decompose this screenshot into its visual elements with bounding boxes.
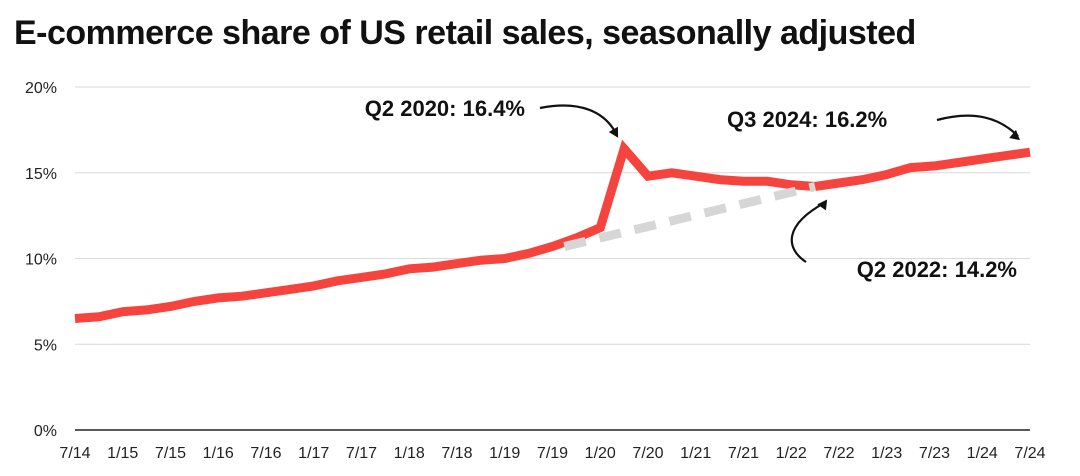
annotation-label: Q2 2022: 14.2% xyxy=(857,257,1017,282)
x-tick-label: 7/19 xyxy=(537,445,568,462)
x-tick-label: 7/18 xyxy=(441,445,472,462)
annotation-arrowhead xyxy=(1009,129,1020,141)
x-tick-label: 7/23 xyxy=(919,445,950,462)
x-tick-label: 7/16 xyxy=(250,445,281,462)
annotation-arrow xyxy=(936,114,1019,137)
x-tick-label: 1/16 xyxy=(203,445,234,462)
x-tick-label: 1/21 xyxy=(680,445,711,462)
y-tick-label: 10% xyxy=(25,252,57,269)
x-tick-label: 1/17 xyxy=(298,445,329,462)
chart-title: E-commerce share of US retail sales, sea… xyxy=(14,14,916,52)
x-tick-label: 7/20 xyxy=(632,445,663,462)
series-line xyxy=(74,139,1031,323)
annotation-arrow xyxy=(790,201,826,263)
y-tick-label: 15% xyxy=(25,166,57,183)
x-tick-label: 1/18 xyxy=(394,445,425,462)
x-tick-label: 1/22 xyxy=(776,445,807,462)
x-tick-label: 1/23 xyxy=(871,445,902,462)
trend-line xyxy=(563,182,817,251)
x-tick-label: 7/15 xyxy=(155,445,186,462)
x-tick-label: 7/24 xyxy=(1014,445,1045,462)
x-tick-label: 1/15 xyxy=(107,445,138,462)
x-tick-label: 7/17 xyxy=(346,445,377,462)
y-tick-label: 0% xyxy=(34,423,57,440)
annotation-label: Q3 2024: 16.2% xyxy=(727,107,887,132)
annotation-label: Q2 2020: 16.4% xyxy=(365,96,525,121)
x-tick-label: 1/19 xyxy=(489,445,520,462)
annotation-arrowhead xyxy=(817,199,828,211)
annotation-arrowhead xyxy=(608,126,619,138)
x-tick-label: 7/14 xyxy=(59,445,90,462)
y-tick-label: 20% xyxy=(25,80,57,97)
y-tick-label: 5% xyxy=(34,337,57,354)
x-tick-label: 1/24 xyxy=(967,445,998,462)
annotation-arrow xyxy=(539,104,618,135)
x-tick-label: 1/20 xyxy=(585,445,616,462)
x-tick-label: 7/21 xyxy=(728,445,759,462)
x-tick-label: 7/22 xyxy=(823,445,854,462)
